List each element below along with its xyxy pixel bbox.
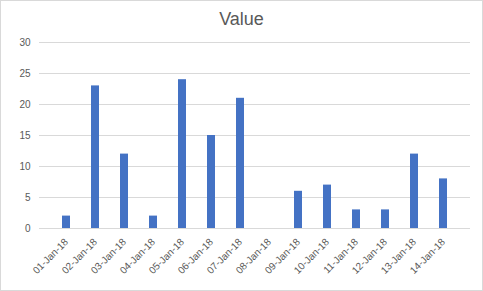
- svg-text:20: 20: [19, 99, 31, 110]
- svg-text:01-Jan-18: 01-Jan-18: [30, 236, 71, 276]
- svg-text:09-Jan-18: 09-Jan-18: [262, 236, 303, 276]
- svg-text:06-Jan-18: 06-Jan-18: [175, 236, 216, 276]
- svg-text:08-Jan-18: 08-Jan-18: [233, 236, 274, 276]
- svg-text:07-Jan-18: 07-Jan-18: [204, 236, 245, 276]
- svg-text:25: 25: [19, 68, 31, 79]
- svg-text:5: 5: [25, 192, 31, 203]
- svg-text:02-Jan-18: 02-Jan-18: [59, 236, 100, 276]
- svg-text:04-Jan-18: 04-Jan-18: [117, 236, 158, 276]
- svg-text:14-Jan-18: 14-Jan-18: [408, 236, 448, 276]
- svg-text:15: 15: [19, 130, 31, 141]
- svg-text:30: 30: [19, 37, 31, 48]
- svg-text:0: 0: [25, 223, 31, 234]
- svg-text:03-Jan-18: 03-Jan-18: [88, 236, 129, 276]
- svg-text:10: 10: [19, 161, 31, 172]
- svg-text:11-Jan-18: 11-Jan-18: [321, 236, 361, 276]
- svg-text:12-Jan-18: 12-Jan-18: [349, 236, 390, 276]
- svg-text:10-Jan-18: 10-Jan-18: [291, 236, 332, 276]
- html-text:Value: Value: [219, 9, 264, 29]
- svg-text:05-Jan-18: 05-Jan-18: [146, 236, 187, 276]
- svg-text:13-Jan-18: 13-Jan-18: [378, 236, 419, 276]
